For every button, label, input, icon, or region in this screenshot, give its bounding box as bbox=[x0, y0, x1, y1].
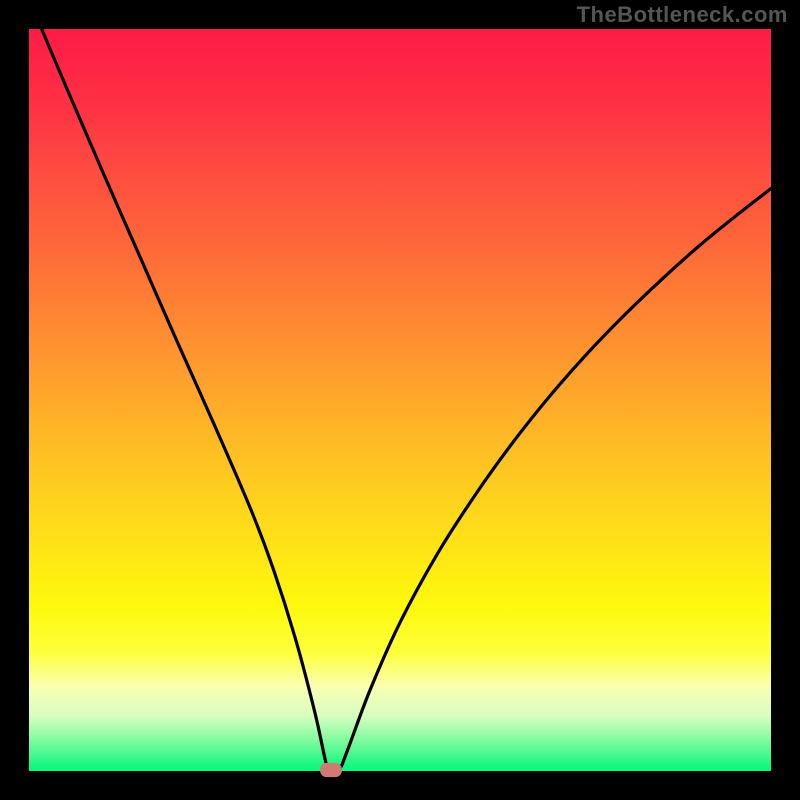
gradient-panel bbox=[29, 29, 771, 771]
optimal-point-marker bbox=[321, 763, 342, 776]
watermark-text: TheBottleneck.com bbox=[577, 2, 788, 28]
bottleneck-chart bbox=[0, 0, 800, 800]
